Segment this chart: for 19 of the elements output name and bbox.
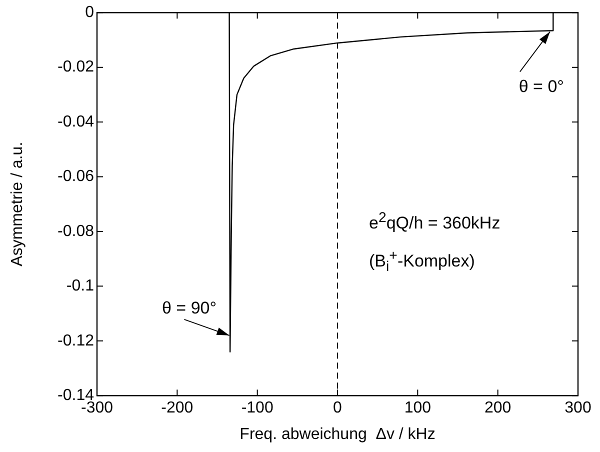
- y-tick-label: -0.1: [66, 278, 94, 295]
- annotation: θ = 0°: [518, 76, 564, 96]
- y-tick-label: -0.08: [58, 222, 94, 240]
- y-tick-label: -0.12: [58, 332, 94, 350]
- y-tick-label: -0.06: [58, 168, 94, 186]
- y-axis-title: Asymmetrie / a.u.: [9, 142, 26, 266]
- x-tick-label: 300: [564, 400, 592, 417]
- x-tick-label: -200: [161, 400, 194, 417]
- x-tick-label: 200: [484, 400, 512, 417]
- x-axis-title: Freq. abweichung Δv / kHz: [240, 426, 436, 443]
- annotation: θ = 90°: [162, 298, 217, 318]
- annotation: e$^{2}$qQ/h = 360kHz: [369, 210, 500, 234]
- x-tick-label: 0: [333, 400, 342, 417]
- x-tick-label: 100: [404, 400, 432, 417]
- x-tick-label: -100: [241, 400, 274, 417]
- annotation: (B$_{i}$$^{+}$-Komplex): [369, 248, 475, 276]
- y-tick-label: -0.04: [58, 113, 94, 130]
- y-tick-label: -0.02: [58, 58, 94, 76]
- y-tick-label: 0: [85, 4, 94, 22]
